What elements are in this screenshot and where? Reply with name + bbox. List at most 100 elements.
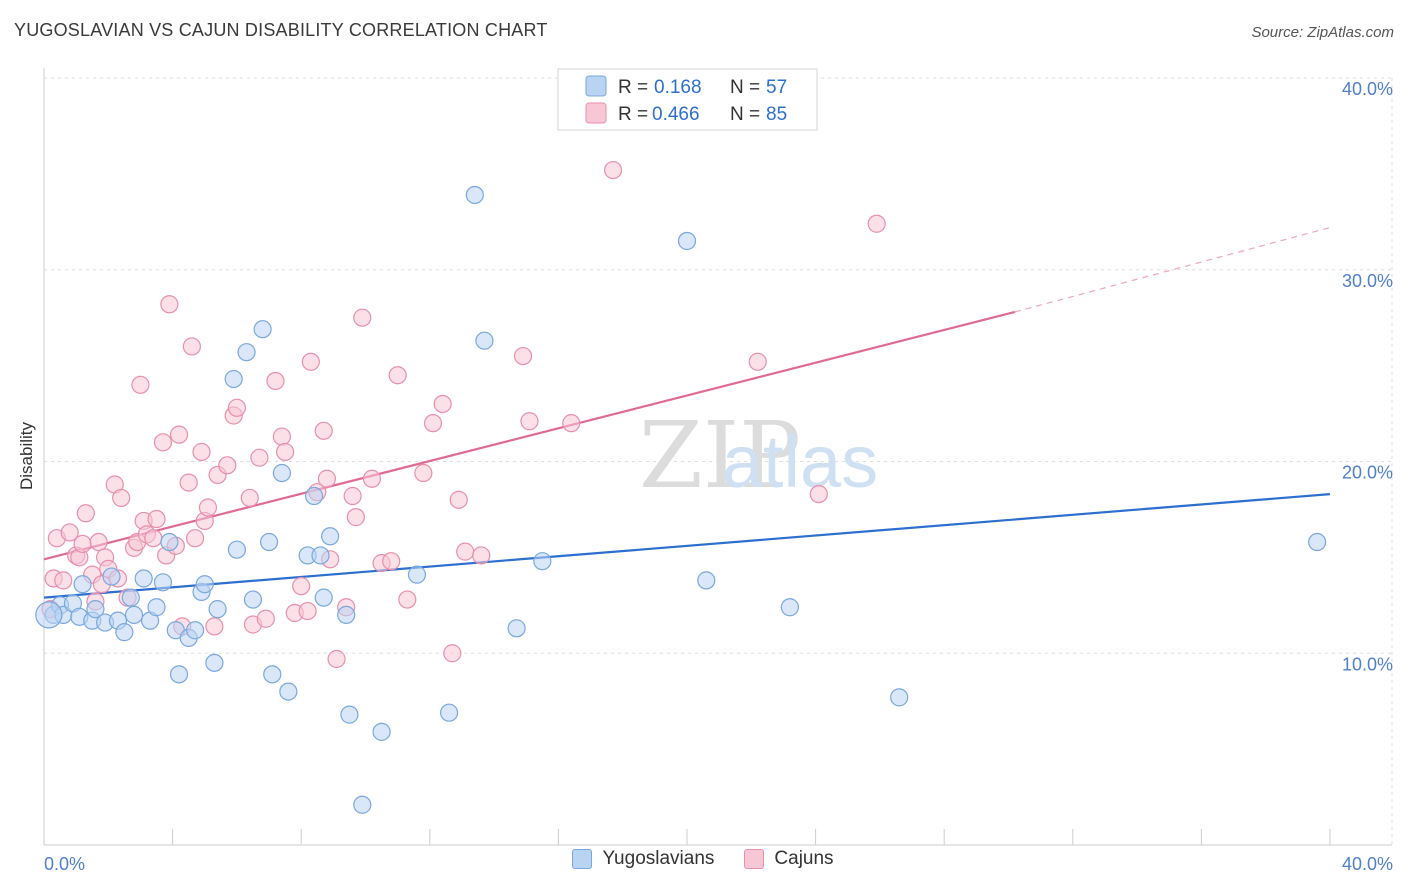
cajun-point [186, 529, 205, 548]
cajun-point [160, 295, 179, 314]
legend-swatch-cajuns [585, 102, 607, 124]
legend-r-value-yugoslavians: 0.168 [654, 77, 702, 98]
yugoslavian-point [253, 320, 272, 339]
series-legend-cajuns[interactable]: Cajuns [744, 848, 834, 870]
cajun-point [346, 508, 365, 527]
cajun-point [867, 214, 886, 233]
series-label-cajuns: Cajuns [774, 848, 834, 869]
cajun-point [147, 509, 166, 529]
legend-n-value-yugoslavians: 57 [766, 77, 787, 98]
yugoslavian-point [115, 623, 134, 642]
watermark-atlas: atlas [722, 420, 878, 503]
yugoslavian-point [279, 682, 298, 701]
cajun-point [60, 523, 79, 542]
cajun-point [398, 590, 417, 609]
cajun-point [298, 601, 317, 621]
y-tick-label: 20.0% [1342, 463, 1393, 483]
cajun-point [317, 469, 337, 488]
cajun-point [443, 644, 462, 663]
yugoslavian-point [321, 527, 340, 546]
yugoslavian-point [677, 231, 697, 251]
series-swatch-cajuns [744, 849, 765, 869]
legend-n-label-cajuns: N = [730, 104, 760, 125]
stats-legend: R = 0.168 N = 57 R = 0.466 N = 85 [557, 68, 818, 131]
yugoslavian-point [780, 598, 799, 617]
cajun-point [327, 649, 346, 669]
yugoslavian-point [1308, 532, 1327, 552]
yugoslavian-point [337, 605, 356, 625]
cajun-point [227, 398, 246, 417]
yugoslavian-point [35, 601, 63, 629]
yugoslavian-point [439, 703, 459, 722]
yugoslavian-point [533, 552, 552, 571]
yugoslavian-point [353, 795, 372, 814]
y-tick-label: 30.0% [1342, 271, 1393, 291]
cajun-point [112, 488, 131, 508]
y-tick-label: 40.0% [1342, 79, 1393, 99]
yugoslavian-point [121, 588, 140, 607]
cajun-point [449, 490, 468, 509]
cajun-point [456, 542, 475, 561]
yugoslavian-point [304, 486, 324, 506]
cajun-point [562, 414, 581, 433]
yugoslavian-point [237, 343, 256, 362]
series-legend-yugoslavians[interactable]: Yugoslavians [572, 848, 714, 870]
cajun-point [272, 427, 292, 446]
yugoslavian-point [86, 600, 105, 619]
yugoslavian-point [243, 590, 263, 609]
x-tick-label: 0.0% [44, 854, 85, 874]
legend-r-value-cajuns: 0.466 [652, 104, 700, 125]
yugoslavian-point [890, 688, 909, 707]
cajun-point [182, 337, 201, 356]
cajun-point [292, 577, 311, 596]
cajun-point [520, 412, 539, 431]
cajun-point [205, 617, 224, 636]
yugoslavian-point [102, 567, 121, 586]
cajun-point [382, 552, 401, 571]
cajun-point [414, 463, 433, 483]
axis-layer: 10.0% 20.0% 30.0% 40.0% 0.0% 40.0% [43, 68, 1393, 874]
legend-n-label-yugoslavians: N = [730, 77, 760, 98]
point-layer [35, 160, 1327, 814]
yugoslavian-point [224, 369, 243, 389]
cajun-point [266, 371, 285, 391]
series-label-yugoslavians: Yugoslavians [602, 848, 715, 869]
cajun-point [54, 571, 73, 590]
cajun-point [276, 442, 295, 462]
cajun-point [423, 414, 443, 433]
series-swatch-yugoslavians [572, 849, 593, 869]
yugoslavian-point [407, 565, 427, 584]
yugoslavian-trend-line [43, 493, 1331, 599]
yugoslavian-point [169, 665, 189, 684]
yugoslavian-point [195, 575, 214, 594]
cajun-point [76, 504, 95, 523]
yugoslavian-point [465, 185, 484, 205]
legend-n-value-cajuns: 85 [766, 104, 787, 125]
yugoslavian-point [372, 722, 391, 741]
yugoslavian-point [507, 619, 526, 638]
cajun-point [73, 534, 92, 554]
yugoslavian-point [227, 540, 246, 559]
cajun-point [472, 546, 491, 565]
cajun-point [240, 488, 259, 508]
yugoslavian-point [475, 331, 494, 350]
legend-r-label-cajuns: R = [618, 104, 648, 125]
cajun-point [218, 456, 237, 475]
yugoslavian-point [311, 546, 330, 565]
yugoslavian-point [124, 605, 144, 625]
cajun-point [388, 366, 407, 385]
yugoslavian-point [147, 598, 166, 617]
yugoslavian-point [205, 653, 224, 672]
yugoslavian-point [186, 621, 205, 640]
cajun-point [89, 532, 108, 552]
cajun-point [192, 442, 211, 462]
yugoslavian-point [263, 665, 282, 684]
cajun-point [362, 469, 382, 488]
cajun-point [343, 486, 362, 506]
cajun-point [153, 433, 173, 452]
cajun-point [433, 394, 452, 414]
cajun-point [603, 160, 623, 180]
cajun-point [144, 529, 163, 548]
yugoslavian-point [272, 463, 292, 483]
